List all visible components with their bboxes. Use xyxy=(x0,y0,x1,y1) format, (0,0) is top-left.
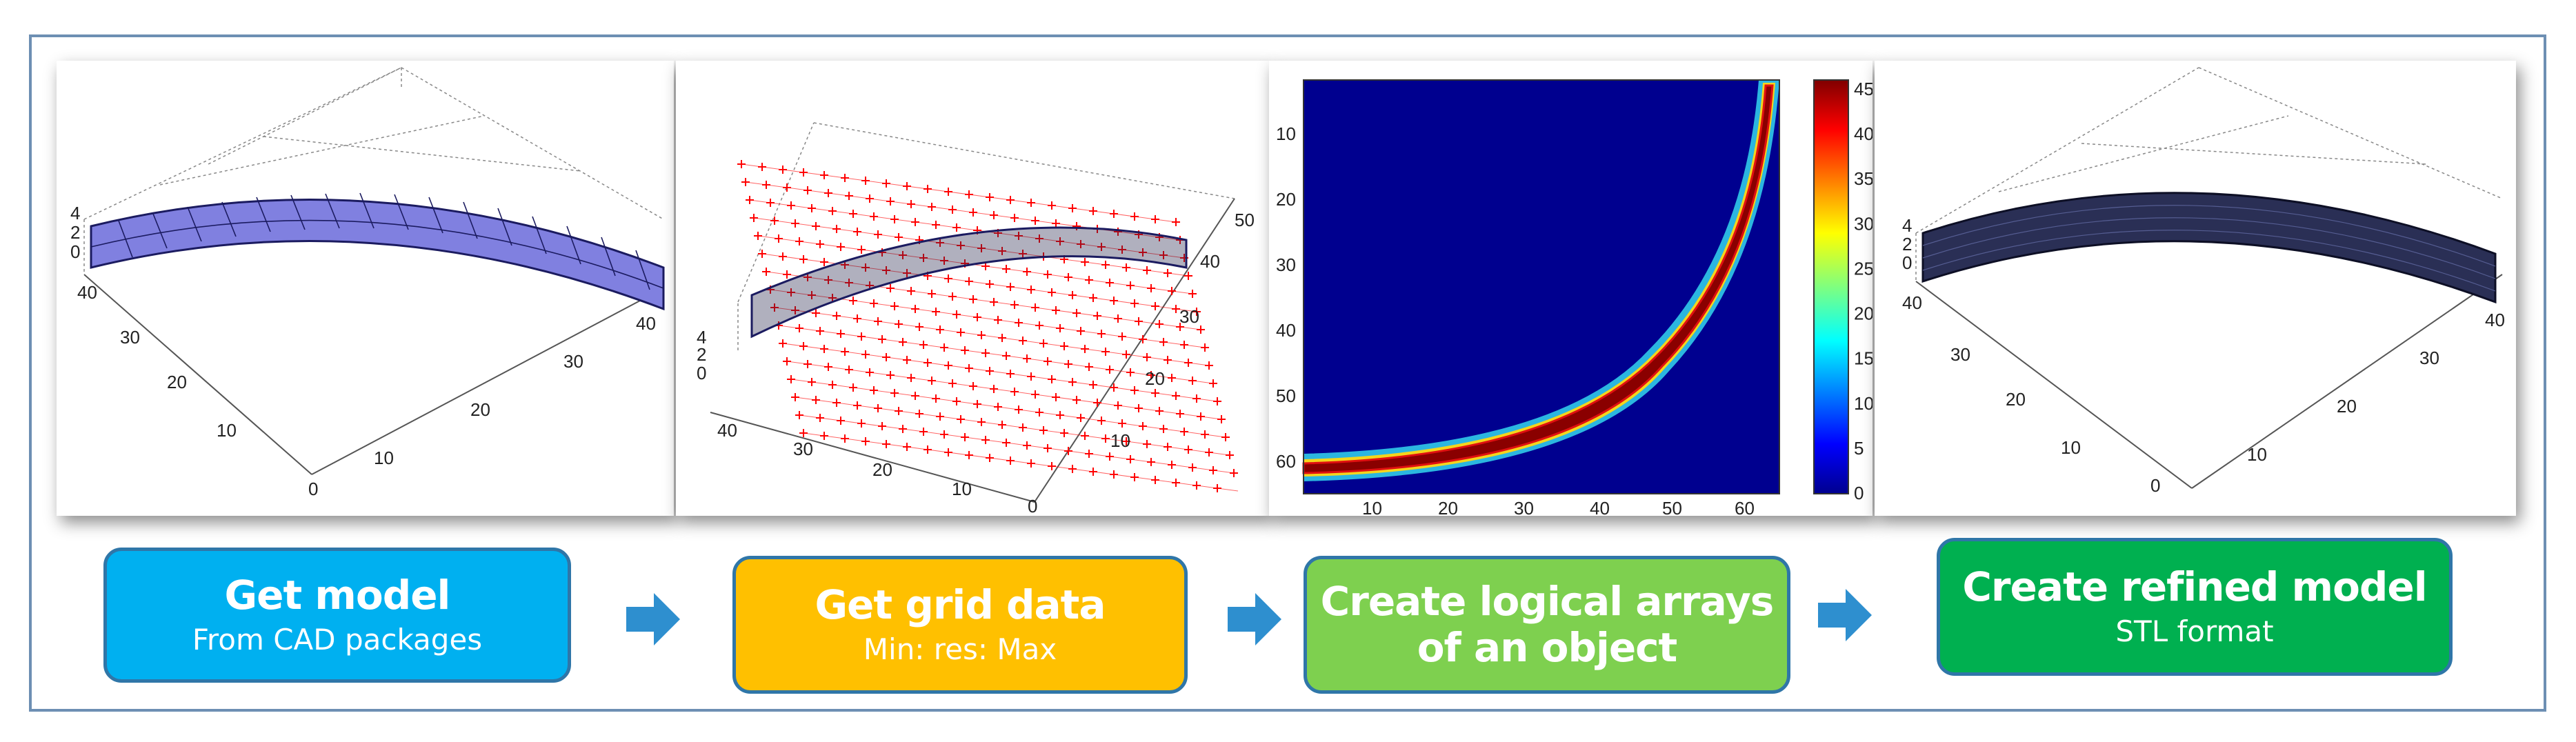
diagram-frame xyxy=(29,34,2546,712)
logical-array-heatmap: 10 20 30 40 50 60 10 20 30 40 50 60 4540… xyxy=(1276,79,1873,516)
refined-model-plot: 4 2 0 40 30 20 10 0 10 20 30 40 xyxy=(1902,67,2505,496)
colorbar-tick: 45 xyxy=(1854,79,1873,99)
colorbar-tick: 0 xyxy=(1854,483,1864,503)
z-tick: 0 xyxy=(1902,252,1912,273)
panel-cad-model: 4 2 0 40 30 20 10 0 10 20 30 40 xyxy=(57,61,674,516)
y-tick: 50 xyxy=(1276,385,1296,406)
arrow-right-icon xyxy=(626,593,680,645)
z-tick: 2 xyxy=(70,222,80,243)
z-tick: 0 xyxy=(70,241,80,262)
y-tick: 30 xyxy=(1276,254,1296,275)
colorbar-tick: 30 xyxy=(1854,213,1873,234)
z-tick: 4 xyxy=(70,203,80,223)
x-tick: 40 xyxy=(2485,310,2505,330)
panel-logical-array: 10 20 30 40 50 60 10 20 30 40 50 60 45 40… xyxy=(1269,61,1873,516)
y-tick: 40 xyxy=(1902,292,1922,313)
refined-model-solid xyxy=(1921,192,2497,304)
panel-grid-data: 4 2 0 40 30 20 10 0 10 20 30 40 50 xyxy=(676,61,1269,516)
x-tick: 10 xyxy=(1362,498,1382,516)
step-get-grid-data: Get grid data Min: res: Max xyxy=(732,556,1188,694)
x-tick: 30 xyxy=(563,351,583,372)
colorbar-tick: 35 xyxy=(1854,168,1873,189)
x-tick: 20 xyxy=(1145,368,1165,389)
colorbar xyxy=(1813,79,1849,494)
x-tick: 60 xyxy=(1735,498,1755,516)
y-tick: 20 xyxy=(1276,189,1296,210)
y-tick: 10 xyxy=(2061,437,2081,458)
y-tick: 10 xyxy=(1276,123,1296,144)
x-tick: 20 xyxy=(470,399,490,420)
arrow-right-icon xyxy=(1818,589,1872,641)
z-tick: 2 xyxy=(697,344,706,365)
x-tick: 40 xyxy=(636,313,656,334)
y-tick: 0 xyxy=(1028,496,1037,516)
y-tick: 0 xyxy=(308,479,318,499)
colorbar-tick: 10 xyxy=(1854,393,1873,414)
cad-model-plot: 4 2 0 40 30 20 10 0 10 20 30 40 xyxy=(70,67,665,499)
z-tick: 4 xyxy=(697,327,706,348)
x-tick: 30 xyxy=(1179,306,1199,327)
x-tick: 10 xyxy=(1110,430,1130,451)
x-tick: 20 xyxy=(2337,396,2357,417)
step-title-line2: of an object xyxy=(1417,624,1678,671)
colorbar-tick: 25 xyxy=(1854,258,1873,279)
step-title: Create refined model xyxy=(1962,563,2427,611)
object-region-core xyxy=(1302,84,1774,474)
y-tick: 30 xyxy=(120,327,140,348)
x-tick: 30 xyxy=(2419,348,2439,368)
step-title: Get model xyxy=(224,572,451,619)
y-tick: 40 xyxy=(1276,320,1296,341)
y-tick: 0 xyxy=(2150,475,2160,496)
y-tick: 60 xyxy=(1276,451,1296,472)
x-tick: 20 xyxy=(1438,498,1458,516)
grid-data-plot: 4 2 0 40 30 20 10 0 10 20 30 40 50 xyxy=(697,122,1255,516)
colorbar-tick: 20 xyxy=(1854,303,1873,324)
y-tick: 10 xyxy=(217,420,237,441)
x-tick: 50 xyxy=(1235,210,1255,230)
object-outline xyxy=(750,226,1188,339)
step-title-line1: Create logical arrays xyxy=(1320,578,1775,625)
panel-refined-model: 4 2 0 40 30 20 10 0 10 20 30 40 xyxy=(1875,61,2516,516)
y-tick: 20 xyxy=(872,459,892,480)
colorbar-tick: 15 xyxy=(1854,348,1873,369)
x-tick: 30 xyxy=(1514,498,1534,516)
z-tick: 0 xyxy=(697,363,706,383)
x-tick: 40 xyxy=(1590,498,1610,516)
colorbar-tick: 5 xyxy=(1854,438,1864,459)
y-tick: 30 xyxy=(1950,344,1970,365)
z-tick: 4 xyxy=(1902,215,1912,236)
z-tick: 2 xyxy=(1902,234,1912,254)
y-tick: 30 xyxy=(793,439,813,459)
step-subtitle: STL format xyxy=(2115,614,2274,649)
step-get-model: Get model From CAD packages xyxy=(103,548,571,683)
y-tick: 10 xyxy=(952,479,972,499)
y-tick: 20 xyxy=(167,372,187,392)
x-tick: 40 xyxy=(1200,251,1220,272)
cad-model-solid xyxy=(90,199,665,311)
colorbar-tick: 40 xyxy=(1854,123,1873,144)
step-create-logical-arrays: Create logical arrays of an object xyxy=(1304,556,1790,694)
y-tick: 20 xyxy=(2006,389,2026,410)
x-tick: 50 xyxy=(1662,498,1682,516)
step-create-refined-model: Create refined model STL format xyxy=(1937,538,2453,676)
step-subtitle: Min: res: Max xyxy=(863,632,1057,667)
y-tick: 40 xyxy=(717,420,737,441)
grid-points xyxy=(737,160,1239,492)
y-tick: 40 xyxy=(77,282,97,303)
x-tick: 10 xyxy=(2247,444,2267,465)
x-tick: 10 xyxy=(374,448,394,468)
step-title: Get grid data xyxy=(815,581,1106,629)
step-subtitle: From CAD packages xyxy=(192,623,483,657)
arrow-right-icon xyxy=(1228,593,1281,645)
colorbar-ticks: 45 40 35 30 25 20 15 10 5 0 xyxy=(1854,79,1873,503)
